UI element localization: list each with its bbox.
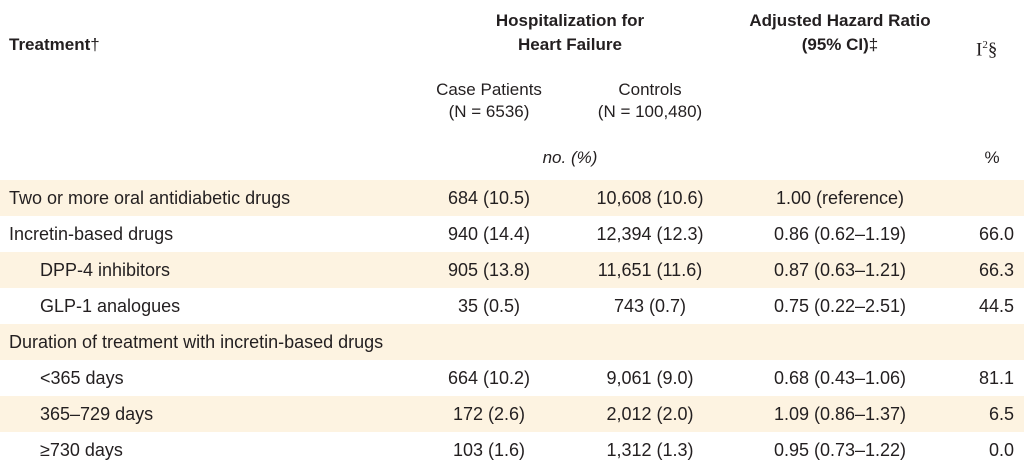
case-patients-cell: 664 (10.2) bbox=[447, 368, 531, 388]
section-footnote-mark: § bbox=[987, 39, 998, 61]
row-label: 365–729 days bbox=[40, 404, 154, 424]
controls-count: (N = 100,480) bbox=[597, 102, 703, 121]
units-no-percent: no. (%) bbox=[542, 148, 598, 167]
controls-label: Controls bbox=[618, 80, 682, 99]
hazard-ratio-cell: 0.75 (0.22–2.51) bbox=[773, 296, 907, 316]
table-row: DPP-4 inhibitors 905 (13.8) 11,651 (11.6… bbox=[0, 252, 1024, 288]
i2-header-superscript: 2 bbox=[982, 39, 988, 51]
hazard-ratio-cell: 1.00 (reference) bbox=[775, 188, 905, 208]
treatment-header: Treatment† bbox=[9, 33, 100, 57]
case-patients-label: Case Patients bbox=[436, 80, 542, 99]
case-patients-cell: 940 (14.4) bbox=[447, 224, 531, 244]
row-label: Duration of treatment with incretin-base… bbox=[9, 332, 384, 352]
i2-header: I2§ bbox=[976, 33, 997, 62]
case-patients-cell: 172 (2.6) bbox=[452, 404, 526, 424]
controls-cell: 2,012 (2.0) bbox=[606, 404, 694, 424]
controls-cell: 743 (0.7) bbox=[613, 296, 687, 316]
table-row: ≥730 days 103 (1.6) 1,312 (1.3) 0.95 (0.… bbox=[0, 432, 1024, 468]
dagger-footnote-mark: † bbox=[90, 35, 100, 54]
hospitalization-header: Hospitalization for Heart Failure bbox=[470, 9, 670, 57]
table-row: Incretin-based drugs 940 (14.4) 12,394 (… bbox=[0, 216, 1024, 252]
hazard-ratio-cell: 0.68 (0.43–1.06) bbox=[773, 368, 907, 388]
case-patients-cell: 905 (13.8) bbox=[447, 260, 531, 280]
controls-cell: 12,394 (12.3) bbox=[596, 224, 704, 244]
controls-cell: 11,651 (11.6) bbox=[597, 260, 703, 280]
row-label: Incretin-based drugs bbox=[9, 224, 174, 244]
hazard-ratio-cell: 0.87 (0.63–1.21) bbox=[773, 260, 907, 280]
case-patients-count: (N = 6536) bbox=[448, 102, 530, 121]
i2-cell: 0.0 bbox=[988, 440, 1014, 460]
controls-cell: 10,608 (10.6) bbox=[596, 188, 704, 208]
hazard-ratio-cell: 0.86 (0.62–1.19) bbox=[773, 224, 907, 244]
units-percent: % bbox=[984, 148, 1000, 167]
hazard-ratio-cell: 0.95 (0.73–1.22) bbox=[773, 440, 907, 460]
row-label: GLP-1 analogues bbox=[40, 296, 181, 316]
case-patients-cell: 35 (0.5) bbox=[457, 296, 521, 316]
i2-cell: 44.5 bbox=[978, 296, 1014, 316]
hospitalization-header-line2: Heart Failure bbox=[518, 35, 622, 54]
row-label: Two or more oral antidiabetic drugs bbox=[9, 188, 291, 208]
table-row: GLP-1 analogues 35 (0.5) 743 (0.7) 0.75 … bbox=[0, 288, 1024, 324]
case-patients-cell: 103 (1.6) bbox=[452, 440, 526, 460]
table-row: Duration of treatment with incretin-base… bbox=[0, 324, 1024, 360]
row-label: ≥730 days bbox=[40, 440, 123, 460]
i2-header-base: I bbox=[976, 39, 983, 61]
case-patients-header: Case Patients (N = 6536) bbox=[420, 79, 558, 123]
hazard-ratio-header: Adjusted Hazard Ratio (95% CI)‡ bbox=[732, 9, 948, 57]
hazard-ratio-header-line2: (95% CI) bbox=[801, 35, 869, 54]
treatment-header-text: Treatment bbox=[9, 35, 91, 54]
controls-cell: 1,312 (1.3) bbox=[606, 440, 694, 460]
table-row: 365–729 days 172 (2.6) 2,012 (2.0) 1.09 … bbox=[0, 396, 1024, 432]
controls-header: Controls (N = 100,480) bbox=[580, 79, 720, 123]
i2-cell: 81.1 bbox=[978, 368, 1014, 388]
table-row: <365 days 664 (10.2) 9,061 (9.0) 0.68 (0… bbox=[0, 360, 1024, 396]
hazard-ratio-header-line1: Adjusted Hazard Ratio bbox=[749, 11, 931, 30]
i2-cell: 6.5 bbox=[988, 404, 1014, 424]
i2-cell: 66.0 bbox=[978, 224, 1014, 244]
row-label: <365 days bbox=[40, 368, 124, 388]
double-dagger-footnote-mark: ‡ bbox=[868, 35, 879, 54]
hazard-ratio-cell: 1.09 (0.86–1.37) bbox=[773, 404, 907, 424]
table-row: Two or more oral antidiabetic drugs 684 … bbox=[0, 180, 1024, 216]
case-patients-cell: 684 (10.5) bbox=[447, 188, 531, 208]
i2-cell: 66.3 bbox=[978, 260, 1014, 280]
controls-cell: 9,061 (9.0) bbox=[606, 368, 694, 388]
hospitalization-header-line1: Hospitalization for bbox=[495, 11, 645, 30]
row-label: DPP-4 inhibitors bbox=[40, 260, 171, 280]
